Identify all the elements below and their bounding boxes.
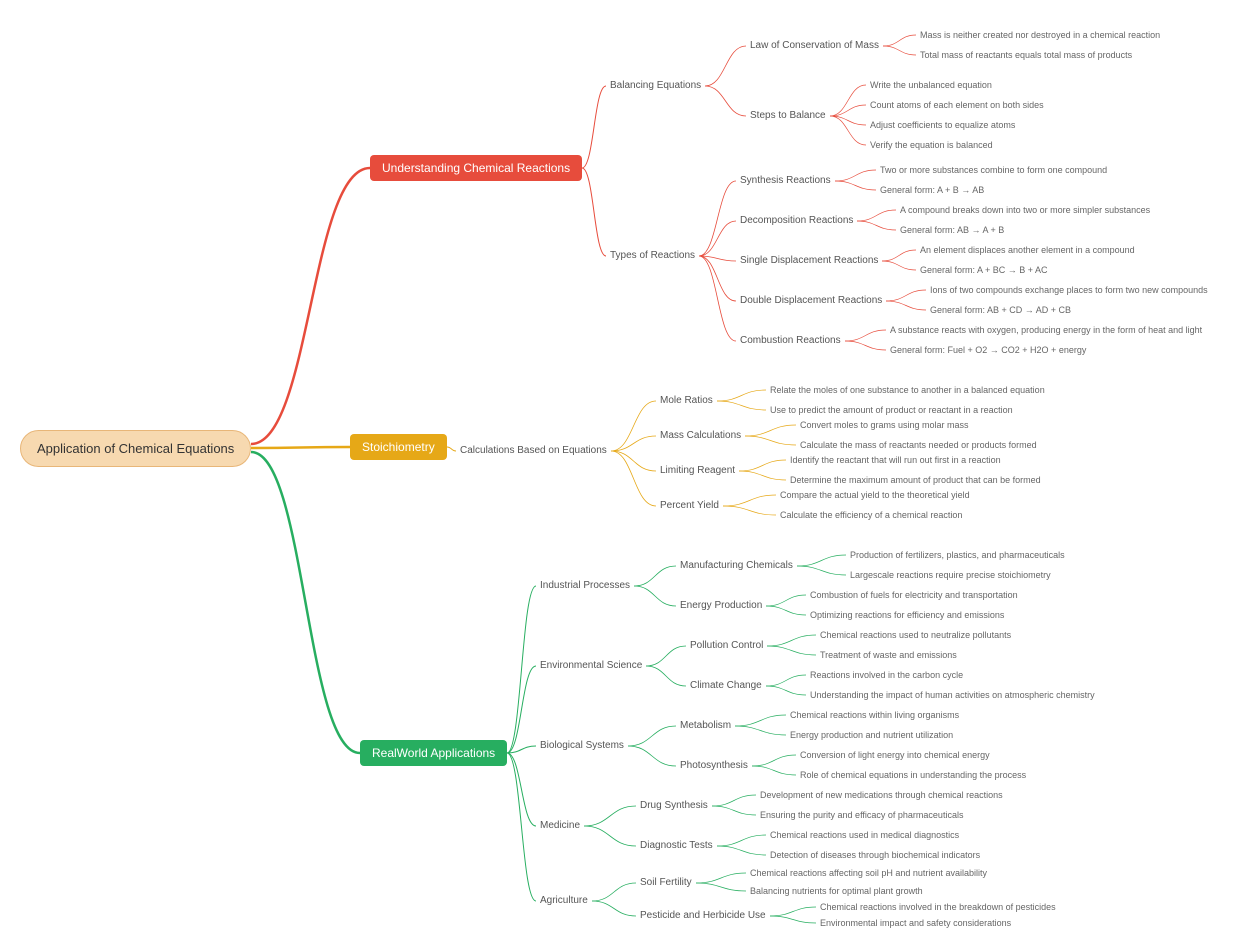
leaf-node: General form: A + BC → B + AC xyxy=(920,265,1048,275)
leaf-node: An element displaces another element in … xyxy=(920,245,1135,255)
branch-node: Stoichiometry xyxy=(350,434,447,460)
leaf-node: Environmental impact and safety consider… xyxy=(820,918,1011,928)
leaf-node: Convert moles to grams using molar mass xyxy=(800,420,969,430)
mid-node: Industrial Processes xyxy=(540,580,630,591)
sub-node: Limiting Reagent xyxy=(660,465,735,476)
leaf-node: Count atoms of each element on both side… xyxy=(870,100,1044,110)
sub-node: Pollution Control xyxy=(690,640,763,651)
sub-node: Double Displacement Reactions xyxy=(740,295,882,306)
branch-node: Understanding Chemical Reactions xyxy=(370,155,582,181)
leaf-node: Relate the moles of one substance to ano… xyxy=(770,385,1045,395)
sub-node: Combustion Reactions xyxy=(740,335,841,346)
sub-node: Manufacturing Chemicals xyxy=(680,560,793,571)
sub-node: Energy Production xyxy=(680,600,762,611)
sub-node: Decomposition Reactions xyxy=(740,215,853,226)
leaf-node: General form: A + B → AB xyxy=(880,185,984,195)
leaf-node: Chemical reactions used in medical diagn… xyxy=(770,830,959,840)
leaf-node: Optimizing reactions for efficiency and … xyxy=(810,610,1004,620)
leaf-node: Ensuring the purity and efficacy of phar… xyxy=(760,810,963,820)
sub-node: Metabolism xyxy=(680,720,731,731)
leaf-node: Largescale reactions require precise sto… xyxy=(850,570,1051,580)
leaf-node: Ions of two compounds exchange places to… xyxy=(930,285,1208,295)
mid-node: Biological Systems xyxy=(540,740,624,751)
sub-node: Single Displacement Reactions xyxy=(740,255,878,266)
mid-node: Types of Reactions xyxy=(610,250,695,261)
mid-node: Calculations Based on Equations xyxy=(460,445,607,456)
sub-node: Percent Yield xyxy=(660,500,719,511)
sub-node: Soil Fertility xyxy=(640,877,692,888)
leaf-node: Calculate the mass of reactants needed o… xyxy=(800,440,1037,450)
leaf-node: Chemical reactions affecting soil pH and… xyxy=(750,868,987,878)
sub-node: Law of Conservation of Mass xyxy=(750,40,879,51)
mid-node: Medicine xyxy=(540,820,580,831)
leaf-node: Role of chemical equations in understand… xyxy=(800,770,1026,780)
leaf-node: Use to predict the amount of product or … xyxy=(770,405,1013,415)
leaf-node: General form: Fuel + O2 → CO2 + H2O + en… xyxy=(890,345,1086,355)
leaf-node: Understanding the impact of human activi… xyxy=(810,690,1095,700)
leaf-node: Two or more substances combine to form o… xyxy=(880,165,1107,175)
leaf-node: Mass is neither created nor destroyed in… xyxy=(920,30,1160,40)
leaf-node: General form: AB → A + B xyxy=(900,225,1004,235)
mid-node: Balancing Equations xyxy=(610,80,701,91)
leaf-node: Combustion of fuels for electricity and … xyxy=(810,590,1018,600)
leaf-node: Energy production and nutrient utilizati… xyxy=(790,730,953,740)
leaf-node: Conversion of light energy into chemical… xyxy=(800,750,990,760)
leaf-node: Production of fertilizers, plastics, and… xyxy=(850,550,1065,560)
leaf-node: Chemical reactions used to neutralize po… xyxy=(820,630,1011,640)
leaf-node: Chemical reactions within living organis… xyxy=(790,710,959,720)
leaf-node: Development of new medications through c… xyxy=(760,790,1003,800)
leaf-node: Calculate the efficiency of a chemical r… xyxy=(780,510,962,520)
mid-node: Agriculture xyxy=(540,895,588,906)
sub-node: Mole Ratios xyxy=(660,395,713,406)
sub-node: Photosynthesis xyxy=(680,760,748,771)
root-node: Application of Chemical Equations xyxy=(20,430,251,467)
leaf-node: A substance reacts with oxygen, producin… xyxy=(890,325,1202,335)
leaf-node: Compare the actual yield to the theoreti… xyxy=(780,490,970,500)
leaf-node: Adjust coefficients to equalize atoms xyxy=(870,120,1015,130)
branch-node: RealWorld Applications xyxy=(360,740,507,766)
leaf-node: Treatment of waste and emissions xyxy=(820,650,957,660)
leaf-node: Verify the equation is balanced xyxy=(870,140,993,150)
leaf-node: Determine the maximum amount of product … xyxy=(790,475,1041,485)
leaf-node: Balancing nutrients for optimal plant gr… xyxy=(750,886,923,896)
sub-node: Steps to Balance xyxy=(750,110,826,121)
sub-node: Mass Calculations xyxy=(660,430,741,441)
leaf-node: Reactions involved in the carbon cycle xyxy=(810,670,963,680)
leaf-node: General form: AB + CD → AD + CB xyxy=(930,305,1071,315)
leaf-node: Write the unbalanced equation xyxy=(870,80,992,90)
leaf-node: A compound breaks down into two or more … xyxy=(900,205,1150,215)
sub-node: Climate Change xyxy=(690,680,762,691)
mid-node: Environmental Science xyxy=(540,660,642,671)
leaf-node: Detection of diseases through biochemica… xyxy=(770,850,980,860)
sub-node: Drug Synthesis xyxy=(640,800,708,811)
leaf-node: Chemical reactions involved in the break… xyxy=(820,902,1056,912)
sub-node: Diagnostic Tests xyxy=(640,840,713,851)
leaf-node: Total mass of reactants equals total mas… xyxy=(920,50,1132,60)
sub-node: Synthesis Reactions xyxy=(740,175,831,186)
leaf-node: Identify the reactant that will run out … xyxy=(790,455,1001,465)
sub-node: Pesticide and Herbicide Use xyxy=(640,910,766,921)
